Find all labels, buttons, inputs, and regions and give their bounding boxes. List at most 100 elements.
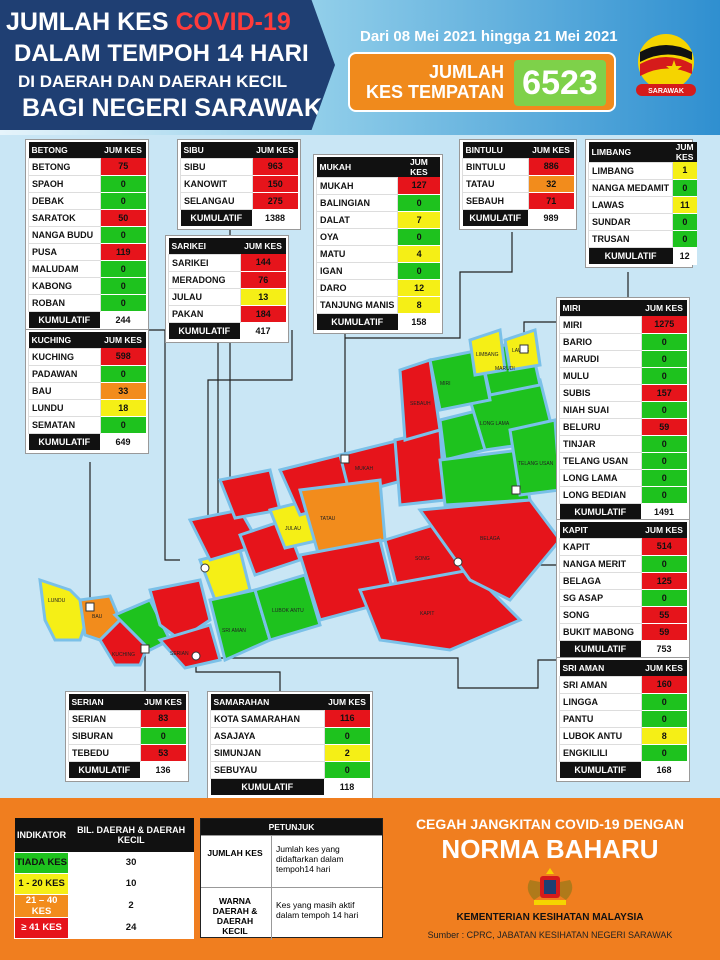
svg-text:SONG: SONG [415,556,430,562]
district-cases: 50 [100,209,146,227]
cases-col-header: JUM KES [528,142,574,158]
district-cases: 76 [240,271,286,289]
table-row: SRI AMAN 160 [559,675,687,694]
table-row: BARIO 0 [559,332,687,351]
table-row: LUBOK ANTU 8 [559,726,687,745]
svg-text:JULAU: JULAU [285,526,301,532]
district-cases: 0 [100,416,146,434]
division-name: MUKAH [316,157,398,177]
district-cases: 4 [397,245,440,263]
table-row: TINJAR 0 [559,434,687,453]
cases-col-header: JUM KES [140,694,186,710]
district-cases: 0 [397,262,440,280]
region-kapit [357,568,523,652]
district-name: ASAJAYA [210,726,325,745]
table-row: LAWAS 11 [587,195,697,214]
district-cases: 71 [528,192,574,210]
district-name: BAU [28,381,101,400]
table-row: KABONG 0 [28,276,146,295]
table-serian: SERIAN JUM KES SERIAN 83 SIBURAN 0 TEBEDU 53 KUM… [66,692,188,781]
count-col-header: BIL. DAERAH & DAERAH KECIL [68,818,194,852]
svg-text:LONG LAMA: LONG LAMA [480,421,510,427]
division-name: SAMARAHAN [210,694,324,710]
district-name: KAPIT [559,537,642,556]
table-row: NANGA MERIT 0 [559,554,687,573]
table-row: NIAH SUAI 0 [559,400,687,419]
district-name: BETONG [28,157,101,176]
division-name: MIRI [559,300,641,316]
table-row: BUKIT MABONG 59 [559,622,687,641]
table-row: SIMUNJAN 2 [210,743,370,762]
table-row: SARATOK 50 [28,208,146,227]
district-cases: 157 [641,384,687,402]
table-row: BINTULU 886 [462,157,574,176]
table-row: BELAGA 125 [559,571,687,590]
cumulative-label: KUMULATIF [180,209,252,227]
district-cases: 0 [100,294,146,312]
district-cases: 1275 [641,316,687,334]
table-row: ENGKILILI 0 [559,743,687,762]
district-cases: 0 [672,179,697,197]
indicator-count: 10 [68,872,194,895]
district-name: TANJUNG MANIS [315,295,399,314]
table-row: LONG BEDIAN 0 [559,485,687,504]
district-cases: 0 [100,365,146,383]
district-name: PANTU [559,709,642,728]
district-name: DARO [315,278,399,297]
cases-col-header: JUM KES [324,694,370,710]
division-name: SARIKEI [168,238,240,254]
district-cases: 184 [240,305,286,323]
table-samarahan: SAMARAHAN JUM KES KOTA SAMARAHAN 116 ASAJAYA… [208,692,372,798]
district-name: SUBIS [559,383,642,402]
district-name: ROBAN [28,293,101,312]
malaysia-coat-of-arms-icon [527,868,573,905]
district-name: SEBAUH [462,191,529,210]
cumulative-label: KUMULATIF [68,761,140,779]
district-cases: 0 [324,761,370,779]
district-cases: 18 [100,399,146,417]
table-row: MULU 0 [559,366,687,385]
indicator-label: 1 - 20 KES [13,872,70,895]
legend-term-colors: WARNA DAERAH & DAERAH KECIL [212,896,258,936]
title-line-2: DALAM TEMPOH 14 HARI [14,40,309,67]
marker-betong-icon [200,563,210,573]
district-name: MARUDI [559,349,642,368]
svg-text:TATAU: TATAU [320,516,336,522]
indicator-row: 1 - 20 KES 10 [13,872,194,895]
cumulative-value: 989 [528,209,574,227]
district-name: LUNDU [28,398,101,417]
division-name: SIBU [180,142,252,158]
district-name: BALINGIAN [315,193,399,212]
table-row: IGAN 0 [315,261,440,280]
footer: INDIKATOR BIL. DAERAH & DAERAH KECIL TIA… [0,798,720,960]
district-name: TEBEDU [68,743,141,762]
svg-text:MIRI: MIRI [440,381,451,387]
table-row: OYA 0 [315,227,440,246]
district-cases: 0 [100,277,146,295]
title-line-1: JUMLAH KES COVID-19 [6,8,291,36]
cumulative-value: 118 [324,778,370,796]
table-sri-aman: SRI AMAN JUM KES SRI AMAN 160 LINGGA 0 PANTU 0 L… [557,658,689,781]
svg-text:BAU: BAU [92,614,103,620]
table-row: SARIKEI 144 [168,253,286,272]
svg-text:LIMBANG: LIMBANG [476,352,499,358]
district-cases: 125 [641,572,687,590]
district-cases: 0 [140,727,186,745]
district-cases: 886 [528,158,574,176]
cases-col-header: JUM KES [641,660,687,676]
cumulative-label: KUMULATIF [559,503,641,521]
title-banner: JUMLAH KES COVID-19 DALAM TEMPOH 14 HARI… [0,0,335,130]
district-name: KABONG [28,276,101,295]
header: JUMLAH KES COVID-19 DALAM TEMPOH 14 HARI… [0,0,720,135]
district-name: SERIAN [68,709,141,728]
district-name: SARIKEI [168,253,241,272]
district-name: SELANGAU [180,191,253,210]
district-cases: 0 [641,693,687,711]
cumulative-label: KUMULATIF [316,313,398,331]
table-row: LIMBANG 1 [587,161,697,180]
cumulative-label: KUMULATIF [559,640,641,658]
district-cases: 55 [641,606,687,624]
table-row: BETONG 75 [28,157,146,176]
district-cases: 127 [397,177,440,195]
region-telang-usan [508,418,562,497]
